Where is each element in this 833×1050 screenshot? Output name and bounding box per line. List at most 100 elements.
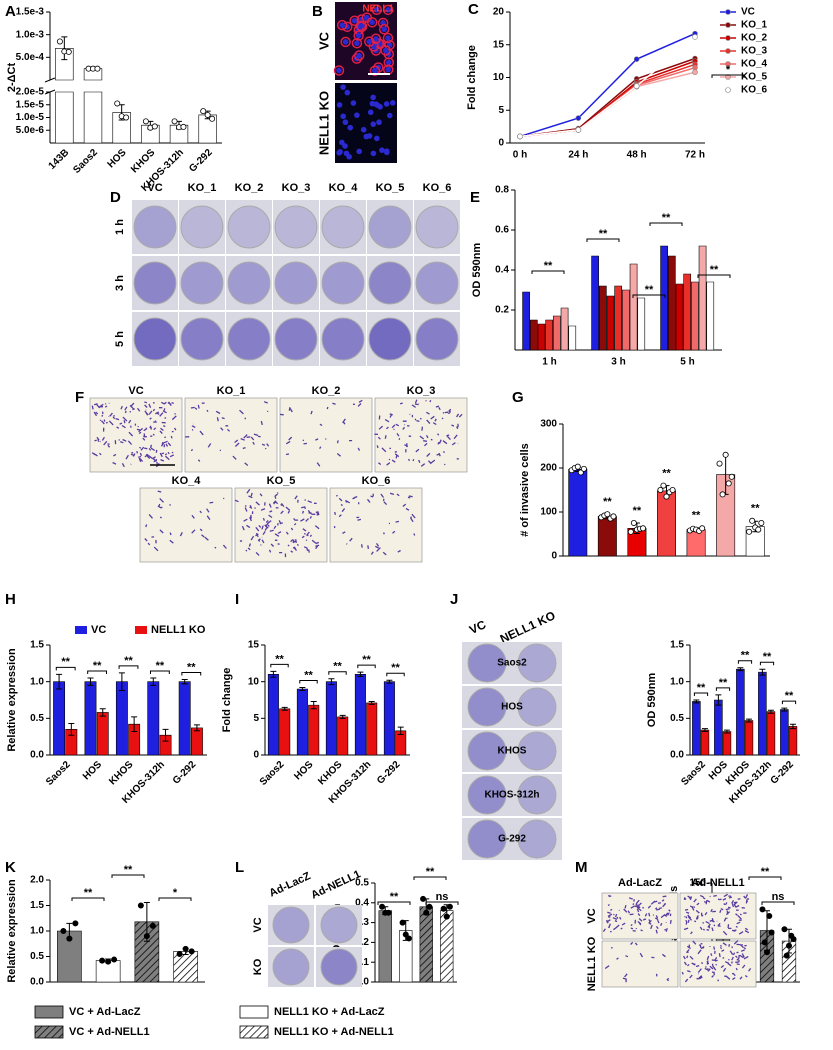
panel-label: A <box>5 3 16 20</box>
significance-label: ** <box>645 284 654 296</box>
legend-label: KO_5 <box>741 72 768 83</box>
panel-label: I <box>235 591 239 608</box>
bar <box>627 527 647 557</box>
bracket <box>586 238 620 242</box>
data-point <box>171 118 178 125</box>
y-axis-label: Relative expression <box>6 648 18 752</box>
error-bar <box>310 700 317 710</box>
stained-cells <box>185 401 270 466</box>
bracket <box>386 672 405 677</box>
nucleus <box>370 94 376 101</box>
y-tick-label: 1.0e-3 <box>16 29 45 40</box>
well-image <box>226 200 272 254</box>
error-bar <box>193 724 200 732</box>
bracket <box>118 665 139 669</box>
panel-label: F <box>75 389 84 406</box>
y-tick-label: 0.5 <box>30 713 44 724</box>
significance-label: ** <box>710 264 719 276</box>
well <box>415 317 459 361</box>
row-label: KO <box>252 958 264 975</box>
bracket <box>413 876 447 880</box>
stained-cells <box>279 399 363 467</box>
y-tick-label: 2.0 <box>30 875 44 886</box>
row-label: 3 h <box>114 275 126 291</box>
column-label: VC <box>147 182 162 194</box>
bar <box>606 295 615 351</box>
micrograph <box>234 487 328 563</box>
bar <box>744 720 754 756</box>
data-point <box>640 525 647 532</box>
column-label: KO_4 <box>329 182 359 194</box>
stained-cells <box>374 399 463 467</box>
bar <box>780 709 789 756</box>
x-tick-label: G-292 <box>171 759 199 787</box>
well <box>320 948 358 986</box>
y-tick-label: 0.0 <box>670 750 684 761</box>
data-point <box>783 952 790 959</box>
nucleus <box>376 119 382 126</box>
well <box>133 261 177 305</box>
x-tick-label: 72 h <box>685 150 705 161</box>
significance-label: ns <box>772 891 785 903</box>
well-image <box>273 200 319 254</box>
well <box>467 731 507 771</box>
significance-label: ** <box>719 677 728 689</box>
error-bar <box>789 723 796 730</box>
marker <box>575 127 582 133</box>
bracket <box>759 661 775 666</box>
data-point <box>182 945 189 952</box>
x-tick-label: Saos2 <box>258 759 287 788</box>
significance-label: ** <box>544 260 553 272</box>
micrograph <box>601 940 679 988</box>
y-tick-label: 15 <box>248 640 260 651</box>
nucleus <box>373 101 379 107</box>
data-point <box>768 929 775 936</box>
nucleus <box>377 104 383 110</box>
bar <box>657 490 676 557</box>
nucleus <box>336 102 343 108</box>
data-point <box>379 903 386 910</box>
legend-swatch <box>34 1005 64 1019</box>
nucleus <box>354 112 360 118</box>
data-point <box>574 463 581 470</box>
data-point <box>755 526 762 533</box>
data-point <box>660 482 667 489</box>
nucleus <box>381 26 388 33</box>
nucleus <box>350 100 357 106</box>
y-tick-label: 300 <box>540 419 557 430</box>
error-bar <box>68 722 75 736</box>
data-point <box>123 114 130 121</box>
well <box>517 643 557 683</box>
panel-label: J <box>450 591 458 608</box>
y-tick-label: 0.3 <box>355 917 369 928</box>
nucleus <box>379 147 385 153</box>
data-point <box>722 451 729 458</box>
stain-label: NELL1 <box>362 4 394 15</box>
significance-label: ns <box>436 891 449 903</box>
y-tick-label: 20 <box>493 7 505 18</box>
nucleus <box>347 124 354 131</box>
panel-label: E <box>470 189 480 206</box>
nucleus <box>369 19 375 26</box>
panel-label: C <box>468 1 479 18</box>
bar <box>675 283 684 351</box>
error-bar <box>397 726 404 735</box>
legend-label: NELL1 KO <box>151 624 206 636</box>
well-image <box>414 200 460 254</box>
cell <box>371 4 382 16</box>
well <box>321 317 365 361</box>
significance-label: ** <box>93 660 102 672</box>
x-tick-label: G-292 <box>187 147 215 175</box>
data-point <box>657 486 664 493</box>
legend-label: VC + Ad-NELL1 <box>69 1026 150 1038</box>
bar <box>198 114 217 144</box>
bar <box>529 319 538 351</box>
data-point <box>200 108 207 115</box>
legend-swatch <box>239 1005 269 1019</box>
bracket <box>357 664 376 669</box>
y-tick-label: 0 <box>253 750 259 761</box>
micrograph <box>184 397 278 473</box>
bar <box>279 708 291 756</box>
well <box>274 317 318 361</box>
